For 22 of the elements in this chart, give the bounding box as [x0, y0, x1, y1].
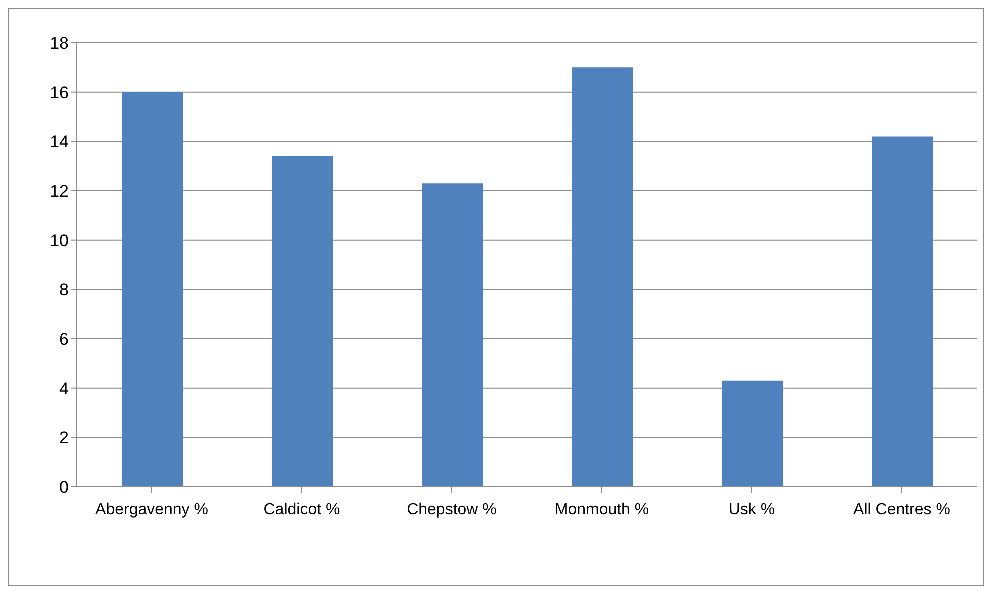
x-tick-label: Caldicot %: [264, 501, 340, 518]
y-tick-label: 8: [60, 280, 69, 300]
y-tick-label: 4: [60, 379, 69, 398]
bar: [722, 380, 783, 487]
y-tick-label: 14: [50, 132, 69, 152]
x-tick-label: Monmouth %: [554, 501, 650, 518]
y-tick-label: 12: [50, 182, 69, 202]
x-tick-label: Chepstow %: [407, 501, 497, 518]
y-tick-label: 2: [60, 428, 69, 448]
x-tick-label: All Centres %: [854, 501, 950, 518]
y-tick-label: 0: [60, 478, 69, 498]
y-tick-label: 10: [50, 231, 69, 250]
x-tick-label: Abergavenny %: [96, 501, 208, 518]
bar: [572, 68, 633, 487]
y-tick-label: 6: [60, 330, 69, 350]
y-tick-label: 18: [50, 34, 69, 54]
y-tick-label: 16: [50, 83, 69, 102]
bar: [272, 156, 333, 487]
bar: [122, 92, 183, 487]
x-tick-label: Usk %: [728, 501, 776, 518]
bar: [872, 136, 933, 487]
bar: [422, 184, 483, 487]
